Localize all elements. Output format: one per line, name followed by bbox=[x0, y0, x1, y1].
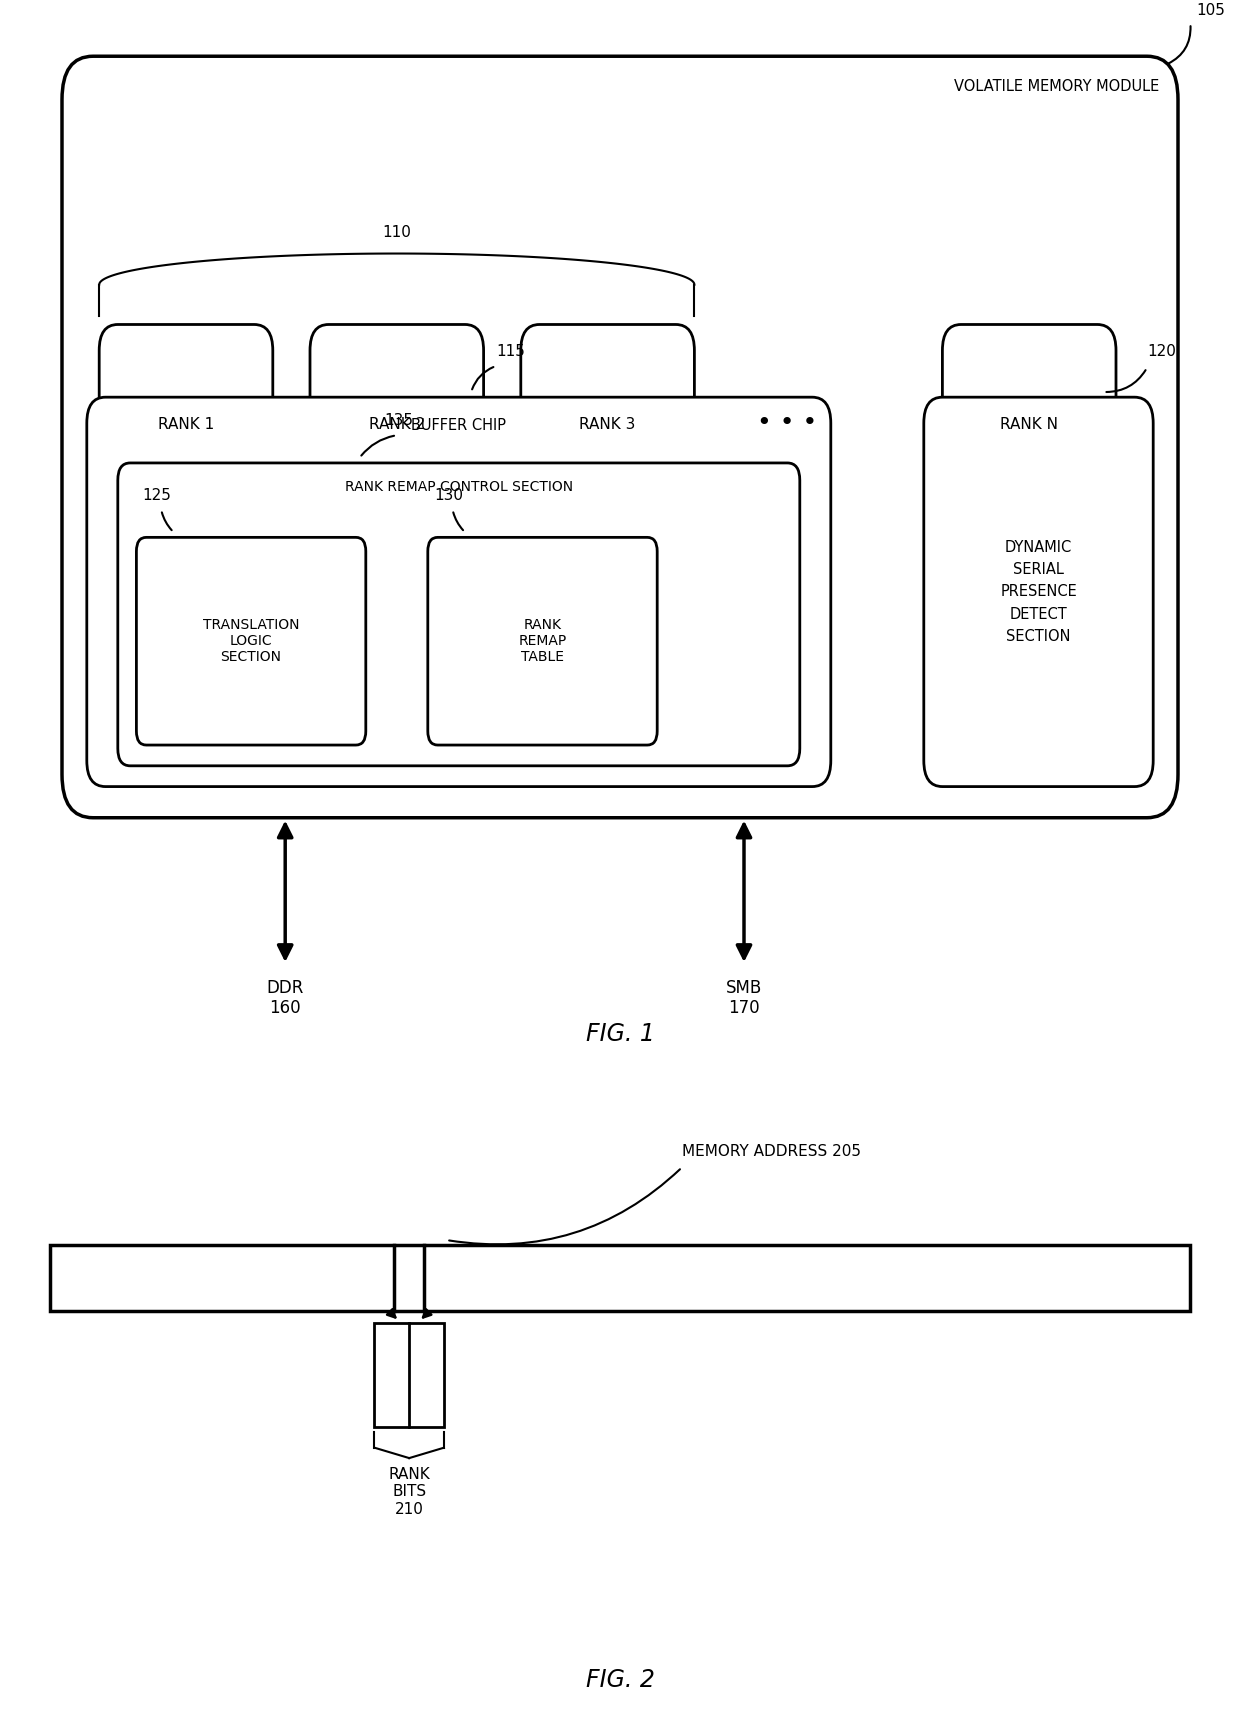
FancyBboxPatch shape bbox=[428, 538, 657, 744]
Text: RANK 3: RANK 3 bbox=[579, 416, 636, 432]
Text: 130: 130 bbox=[434, 488, 463, 503]
Bar bbox=[50, 1246, 1190, 1312]
Bar bbox=[374, 1324, 444, 1426]
Text: RANK
REMAP
TABLE: RANK REMAP TABLE bbox=[518, 618, 567, 665]
Text: RANK 1: RANK 1 bbox=[157, 416, 215, 432]
Text: 125: 125 bbox=[143, 488, 171, 503]
FancyBboxPatch shape bbox=[118, 463, 800, 765]
FancyBboxPatch shape bbox=[310, 324, 484, 524]
Text: TRANSLATION
LOGIC
SECTION: TRANSLATION LOGIC SECTION bbox=[203, 618, 299, 665]
Text: RANK 2: RANK 2 bbox=[368, 416, 425, 432]
Text: 105: 105 bbox=[1197, 3, 1225, 17]
FancyBboxPatch shape bbox=[87, 397, 831, 786]
Text: 120: 120 bbox=[1147, 344, 1176, 359]
FancyBboxPatch shape bbox=[521, 324, 694, 524]
FancyBboxPatch shape bbox=[942, 324, 1116, 524]
FancyBboxPatch shape bbox=[924, 397, 1153, 786]
FancyBboxPatch shape bbox=[136, 538, 366, 744]
Text: VOLATILE MEMORY MODULE: VOLATILE MEMORY MODULE bbox=[954, 78, 1159, 94]
Text: • • •: • • • bbox=[758, 411, 817, 435]
Text: DYNAMIC
SERIAL
PRESENCE
DETECT
SECTION: DYNAMIC SERIAL PRESENCE DETECT SECTION bbox=[1001, 540, 1076, 644]
Text: FIG. 1: FIG. 1 bbox=[585, 1022, 655, 1046]
Text: RANK
BITS
210: RANK BITS 210 bbox=[388, 1466, 430, 1516]
Text: DDR
160: DDR 160 bbox=[267, 979, 304, 1017]
Text: MEMORY ADDRESS 205: MEMORY ADDRESS 205 bbox=[682, 1143, 861, 1159]
Text: 115: 115 bbox=[496, 344, 525, 359]
Text: BUFFER CHIP: BUFFER CHIP bbox=[412, 418, 506, 434]
FancyBboxPatch shape bbox=[62, 56, 1178, 817]
Text: 135: 135 bbox=[384, 413, 413, 429]
Text: RANK REMAP CONTROL SECTION: RANK REMAP CONTROL SECTION bbox=[345, 481, 573, 494]
Text: RANK N: RANK N bbox=[1001, 416, 1058, 432]
FancyBboxPatch shape bbox=[99, 324, 273, 524]
Text: SMB
170: SMB 170 bbox=[725, 979, 763, 1017]
Text: FIG. 2: FIG. 2 bbox=[585, 1667, 655, 1692]
Text: 110: 110 bbox=[382, 226, 412, 239]
